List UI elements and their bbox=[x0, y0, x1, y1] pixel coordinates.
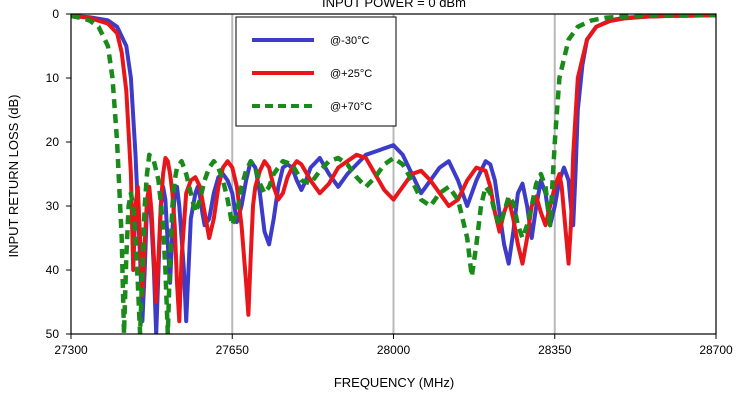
legend-box bbox=[235, 16, 397, 127]
chart-title: INPUT POWER = 0 dBm bbox=[322, 0, 466, 10]
y-tick-label: 10 bbox=[46, 71, 60, 85]
series-line-1 bbox=[71, 14, 716, 324]
legend-label-1: @+25°C bbox=[330, 68, 372, 80]
series-layer bbox=[71, 14, 716, 334]
y-tick-label: 20 bbox=[46, 135, 60, 149]
x-tick-label: 28700 bbox=[699, 343, 733, 357]
axis-ticks: 27300 27650 28000 28350 28700 0 10 20 30 40 50 bbox=[46, 7, 733, 357]
y-tick-label: 40 bbox=[46, 263, 60, 277]
x-tick-label: 27300 bbox=[54, 343, 88, 357]
y-tick-label: 30 bbox=[46, 199, 60, 213]
x-tick-label: 28000 bbox=[377, 343, 411, 357]
legend-label-2: @+70°C bbox=[330, 101, 372, 113]
legend: @-30°C @+25°C @+70°C bbox=[235, 16, 397, 127]
y-tick-label: 0 bbox=[52, 7, 59, 21]
series-line-2 bbox=[71, 14, 716, 334]
x-tick-label: 28350 bbox=[538, 343, 572, 357]
x-axis-title: FREQUENCY (MHz) bbox=[334, 375, 454, 390]
x-tick-label: 27650 bbox=[216, 343, 250, 357]
legend-label-0: @-30°C bbox=[330, 35, 369, 47]
y-tick-label: 50 bbox=[46, 327, 60, 341]
y-axis-title: INPUT RETURN LOSS (dB) bbox=[6, 94, 21, 257]
